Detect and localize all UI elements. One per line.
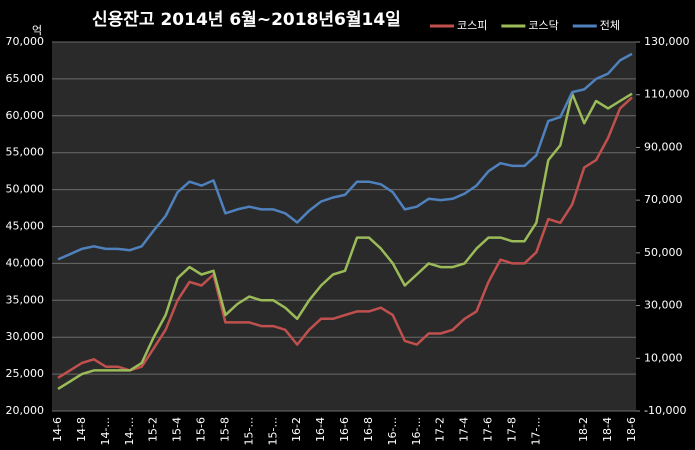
series-line [57,92,633,390]
y2-tick-label: -10,000 [644,404,686,417]
x-tick-label: 16-8 [362,417,375,442]
y-tick-label: 55,000 [6,146,45,159]
x-tick-label: 15-2 [147,417,160,442]
y-tick-label: 45,000 [6,220,45,233]
x-tick-label: 16-4 [314,417,327,442]
y-tick-label: 40,000 [6,256,45,269]
legend-label: 전체 [600,19,620,32]
x-tick-label: 17-6 [482,417,495,442]
y2-tick-label: 130,000 [644,35,690,48]
y-tick-label: 60,000 [6,109,45,122]
series-line [57,96,633,379]
legend-label: 코스닥 [528,19,558,32]
x-tick-label: 14-... [99,417,112,445]
x-tick-label: 15-8 [218,417,231,442]
x-tick-label: 14-... [123,417,136,445]
y-tick-label: 70,000 [6,35,45,48]
y2-tick-label: 50,000 [644,246,683,259]
x-tick-label: 15-4 [171,417,184,442]
x-tick-label: 15-... [266,417,279,445]
y2-tick-label: 70,000 [644,193,683,206]
series-line [57,52,633,261]
y-tick-label: 25,000 [6,367,45,380]
y-tick-label: 20,000 [6,404,45,417]
chart-title: 신용잔고 2014년 6월~2018년6월14일 [92,10,401,30]
x-tick-label: 17-2 [434,417,447,442]
legend-label: 코스피 [457,19,487,32]
x-tick-label: 16-... [386,417,399,445]
x-tick-label: 17-4 [458,417,471,442]
x-tick-label: 14-8 [75,417,88,442]
y2-tick-label: 30,000 [644,299,683,312]
x-tick-label: 18-6 [625,417,638,442]
y2-tick-label: 90,000 [644,140,683,153]
y-tick-label: 50,000 [6,183,45,196]
x-tick-label: 18-2 [577,417,590,442]
y2-tick-label: 10,000 [644,351,683,364]
y-unit: 억 [32,24,42,37]
x-tick-label: 14-6 [51,417,64,442]
x-tick-label: 16-6 [338,417,351,442]
x-tick-label: 16-2 [290,417,303,442]
y-tick-label: 30,000 [6,330,45,343]
x-tick-label: 18-4 [601,417,614,442]
y-tick-label: 65,000 [6,72,45,85]
y-tick-label: 35,000 [6,293,45,306]
x-tick-label: 15-6 [195,417,208,442]
x-tick-label: 17-8 [505,417,518,442]
y2-tick-label: 110,000 [644,88,690,101]
x-tick-label: 17-... [529,417,542,445]
x-tick-label: 15-... [242,417,255,445]
x-tick-label: 16-... [410,417,423,445]
